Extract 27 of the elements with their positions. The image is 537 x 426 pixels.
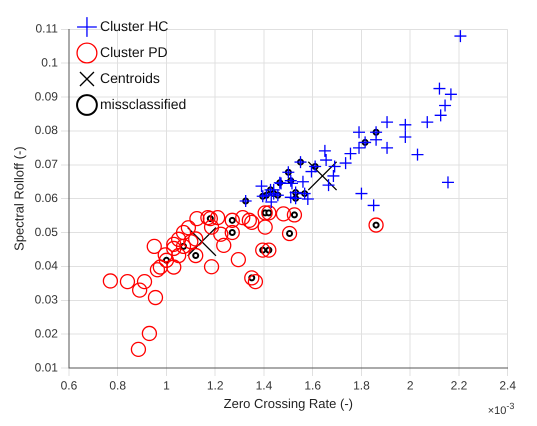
x-tick-label: 2 xyxy=(406,378,414,393)
y-tick-label: 0.02 xyxy=(34,326,58,340)
legend-label: Centroids xyxy=(100,70,160,86)
x-tick-label: 1 xyxy=(163,378,170,393)
x-tick-label: 0.8 xyxy=(109,378,126,393)
y-tick-label: 0.05 xyxy=(34,224,58,239)
y-axis-title: Spectral Rolloff (-) xyxy=(11,146,26,251)
y-tick-label: 0.07 xyxy=(34,157,58,172)
y-tick-label: 0.1 xyxy=(41,55,58,70)
y-tick-label: 0.08 xyxy=(34,123,58,138)
x-tick-label: 0.6 xyxy=(60,378,78,393)
legend-label: Cluster PD xyxy=(100,44,168,60)
y-tick-label: 0.06 xyxy=(34,190,58,205)
legend-label: missclassified xyxy=(100,96,186,112)
x-tick-label: 2.2 xyxy=(450,378,468,393)
x-tick-label: 1.8 xyxy=(353,378,370,393)
y-tick-label: 0.11 xyxy=(35,22,58,36)
y-tick-label: 0.09 xyxy=(34,89,58,104)
x-tick-label: 1.6 xyxy=(304,378,322,393)
y-tick-label: 0.04 xyxy=(34,258,58,273)
x-tick-label: 2.4 xyxy=(499,378,516,393)
legend-label: Cluster HC xyxy=(100,18,168,34)
x-axis-title: Zero Crossing Rate (-) xyxy=(224,396,353,411)
y-tick-label: 0.03 xyxy=(34,292,58,307)
x-tick-label: 1.2 xyxy=(206,378,224,393)
y-tick-label: 0.01 xyxy=(34,360,58,374)
x-tick-label: 1.4 xyxy=(256,378,273,393)
